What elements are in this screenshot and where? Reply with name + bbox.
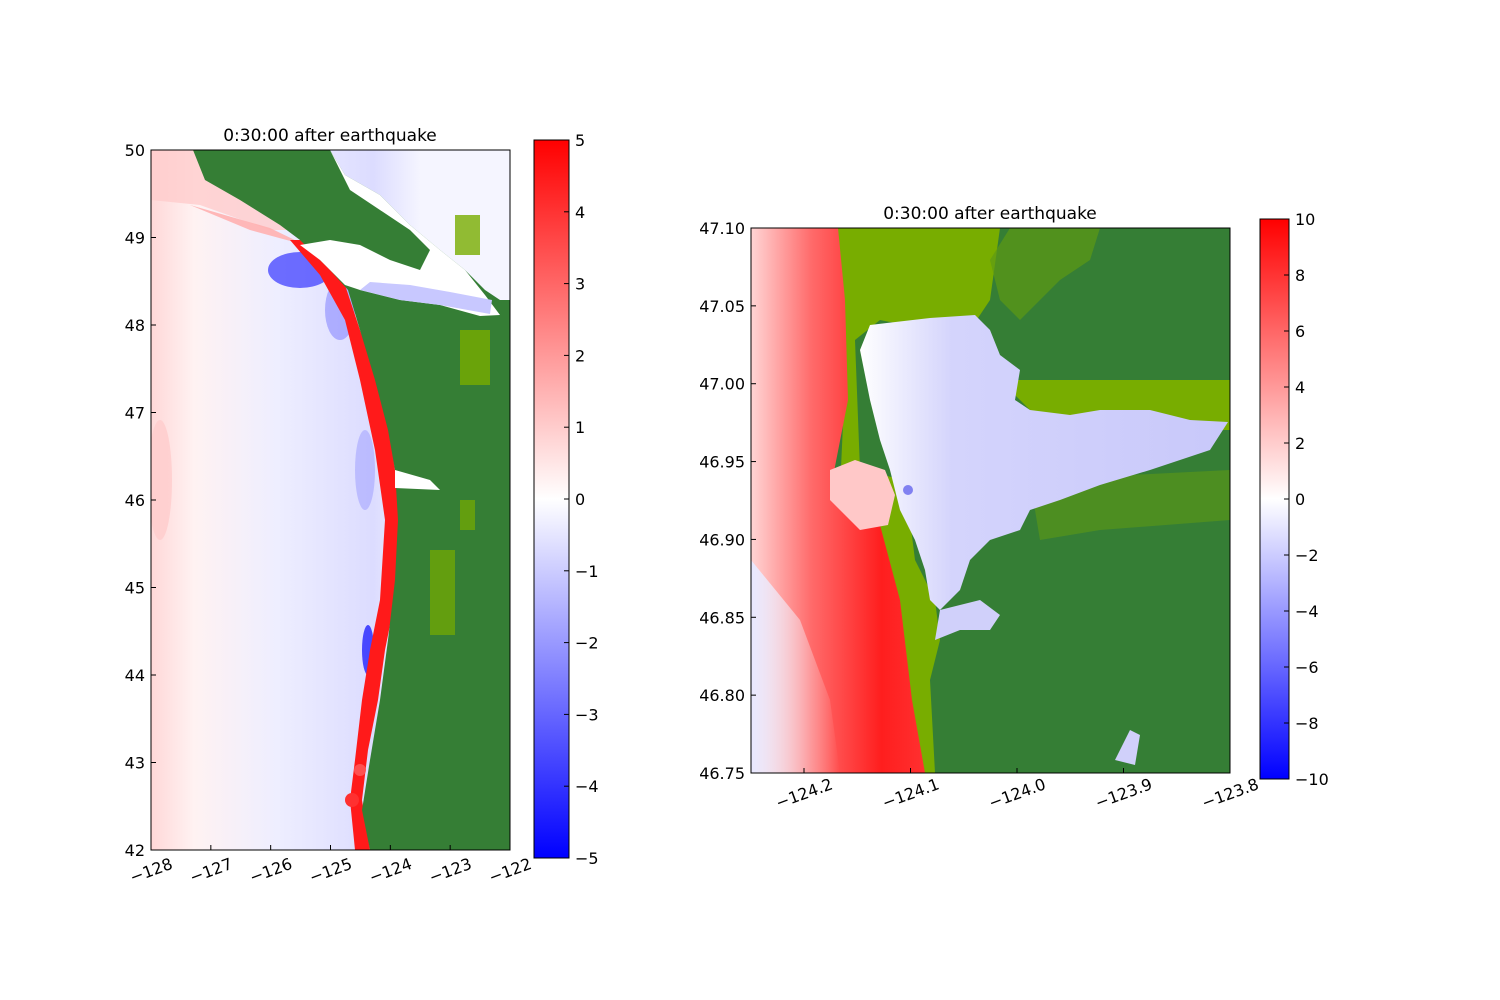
bay-water (935, 600, 1000, 640)
colorbar-tick-label: 4 (1295, 378, 1305, 397)
colorbar-tick-label: −8 (1295, 714, 1319, 733)
panel-1-y-axis: 42 43 44 45 46 47 48 49 50 (125, 141, 156, 860)
y-tick-label: 42 (125, 841, 145, 860)
x-tick-label: −127 (187, 854, 235, 887)
ocean-positive-zone (345, 793, 359, 807)
panel-1-colorbar-ticks: −5 −4 −3 −2 −1 0 1 2 3 4 5 (564, 131, 599, 868)
strait-water (300, 150, 500, 316)
bay-water (1115, 730, 1140, 765)
colorbar-tick-label: 0 (575, 490, 585, 509)
y-tick-label: 44 (125, 666, 145, 685)
land-lowland (455, 215, 480, 255)
panel-2-y-axis: 46.75 46.80 46.85 46.90 46.95 47.00 47.05 47.10 (699, 219, 756, 783)
y-tick-label: 48 (125, 316, 145, 335)
colorbar-tick-label: 3 (575, 275, 585, 294)
map-panel-2: 0:30:00 after earthquake −124.2 −124.1 −12… (699, 204, 1329, 813)
colorbar-tick-label: 2 (1295, 434, 1305, 453)
panel-1-x-axis: −128 −127 −126 −125 −124 −123 −122 (127, 845, 534, 887)
land (193, 150, 510, 850)
colorbar-tick-label: −4 (1295, 602, 1319, 621)
colorbar-tick-label: 0 (1295, 490, 1305, 509)
river-mouth (395, 470, 440, 490)
land-lowland (460, 330, 490, 385)
colorbar-tick-label: −3 (575, 705, 599, 724)
colorbar-tick-label: 6 (1295, 322, 1305, 341)
x-tick-label: −123 (426, 854, 474, 887)
panel-1-colorbar (533, 139, 570, 859)
y-tick-label: 47.10 (699, 219, 745, 238)
y-tick-label: 43 (125, 754, 145, 773)
land-lowland (460, 500, 475, 530)
colorbar-tick-label: 4 (575, 203, 585, 222)
colorbar-tick-label: −2 (575, 634, 599, 653)
y-tick-label: 46 (125, 491, 145, 510)
y-tick-label: 45 (125, 579, 145, 598)
colorbar-tick-label: −4 (575, 777, 599, 796)
x-tick-label: −124.1 (880, 774, 942, 812)
y-tick-label: 47.00 (699, 375, 745, 394)
x-tick-label: −122 (486, 854, 534, 887)
x-tick-label: −125 (307, 854, 355, 887)
strait-water (360, 282, 492, 314)
colorbar-tick-label: 1 (575, 418, 585, 437)
colorbar-tick-label: 10 (1295, 210, 1315, 229)
ocean-positive-zone (830, 460, 895, 530)
y-tick-label: 47.05 (699, 297, 745, 316)
land-lowland (990, 228, 1100, 320)
ocean-positive-zone (151, 420, 172, 540)
x-tick-label: −124.0 (986, 774, 1048, 812)
colorbar-tick-label: −10 (1295, 770, 1329, 789)
y-tick-label: 49 (125, 229, 145, 248)
panel-2-frame (750, 227, 1231, 774)
map-panel-1: 0:30:00 after earthquake (125, 126, 599, 887)
land-lowland (430, 550, 455, 635)
y-tick-label: 46.80 (699, 686, 745, 705)
panel-2-colorbar-ticks: −10 −8 −6 −4 −2 0 2 4 6 8 10 (1284, 210, 1329, 789)
wave-front (290, 240, 400, 850)
y-tick-label: 46.95 (699, 453, 745, 472)
panel-2-map-image (751, 228, 1230, 773)
colorbar-tick-label: −1 (575, 562, 599, 581)
ocean-negative-zone (903, 485, 913, 495)
bay-water (860, 315, 1228, 610)
y-tick-label: 50 (125, 141, 145, 160)
colorbar-tick-label: −2 (1295, 546, 1319, 565)
y-tick-label: 46.75 (699, 764, 745, 783)
panel-2-title: 0:30:00 after earthquake (883, 204, 1097, 224)
x-tick-label: −126 (247, 854, 295, 887)
ocean-negative-zone (751, 560, 840, 773)
panel-2-x-axis: −124.2 −124.1 −124.0 −123.9 −123.8 (773, 768, 1261, 813)
x-tick-label: −123.9 (1093, 774, 1155, 812)
panel-1-map-image (151, 150, 510, 850)
x-tick-label: −123.8 (1199, 774, 1261, 812)
panel-1-title: 0:30:00 after earthquake (223, 126, 437, 146)
colorbar-tick-label: −6 (1295, 658, 1319, 677)
ocean-positive-zone (354, 764, 366, 776)
x-tick-label: −124 (367, 854, 415, 887)
x-tick-label: −124.2 (773, 774, 835, 812)
y-tick-label: 46.85 (699, 608, 745, 627)
colorbar-tick-label: 8 (1295, 266, 1305, 285)
colorbar-tick-label: 5 (575, 131, 585, 150)
colorbar-tick-label: −5 (575, 849, 599, 868)
y-tick-label: 46.90 (699, 530, 745, 549)
ocean-negative-zone (355, 430, 375, 510)
y-tick-label: 47 (125, 404, 145, 423)
colorbar-tick-label: 2 (575, 346, 585, 365)
ocean-positive-zone (190, 205, 305, 245)
